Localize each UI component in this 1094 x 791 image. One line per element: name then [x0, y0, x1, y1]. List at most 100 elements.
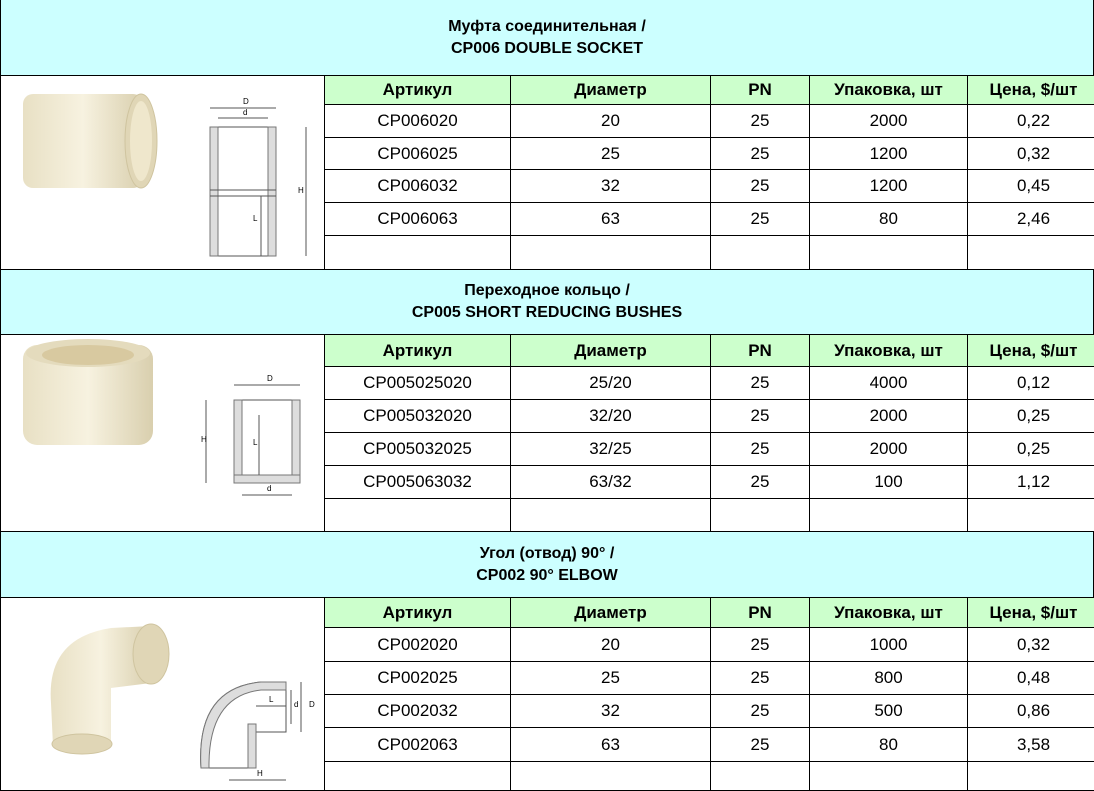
table-cell: 0,32	[968, 138, 1094, 170]
table-cell: 25	[711, 367, 810, 400]
column-header: Упаковка, шт	[810, 76, 968, 105]
table-cell: 25	[511, 662, 711, 695]
cell-text: 1000	[869, 634, 908, 654]
table-cell: 25	[711, 466, 810, 499]
cell-text: 0,32	[1016, 634, 1051, 654]
dimension-label: d	[267, 484, 271, 493]
cell-text: 0,25	[1016, 439, 1051, 458]
header-text: PN	[748, 80, 772, 99]
cell-text: 2000	[869, 111, 908, 130]
table-cell	[810, 499, 968, 532]
title-en: CP006 DOUBLE SOCKET	[450, 39, 644, 57]
cell-text: 25	[750, 634, 770, 654]
cell-text: 25	[750, 472, 770, 491]
column-header: Артикул	[325, 335, 511, 367]
cell-text: CP002020	[377, 634, 458, 654]
table-cell: 20	[511, 105, 711, 138]
table-cell: 32/20	[511, 400, 711, 433]
table-cell: 0,12	[968, 367, 1094, 400]
cell-text: 25	[750, 734, 770, 754]
table-cell: 32	[511, 170, 711, 203]
cell-text: CP006020	[377, 111, 458, 130]
table-cell: CP006063	[325, 203, 511, 236]
cell-text: 32	[601, 176, 620, 195]
table-cell: 80	[810, 203, 968, 236]
table-cell: CP005032025	[325, 433, 511, 466]
header-text: Цена, $/шт	[989, 340, 1078, 360]
cell-text: 63	[601, 209, 620, 228]
table-cell: 800	[810, 662, 968, 695]
table-cell: 2000	[810, 433, 968, 466]
column-header: Цена, $/шт	[968, 598, 1094, 628]
table-cell: 100	[810, 466, 968, 499]
table-cell: 32/25	[511, 433, 711, 466]
cell-text: 25/20	[589, 373, 632, 392]
header-text: PN	[748, 602, 772, 622]
table-cell: 1000	[810, 628, 968, 662]
cell-text: 3,58	[1016, 734, 1051, 754]
cell-text: 25	[750, 439, 770, 458]
column-header: Упаковка, шт	[810, 598, 968, 628]
table-cell: 80	[810, 728, 968, 762]
cell-text: CP005032025	[363, 439, 472, 458]
cell-text: 25	[750, 111, 770, 130]
dimension-label: D	[243, 97, 249, 106]
table-cell	[325, 236, 511, 270]
title-ru: Муфта соединительная /	[448, 17, 646, 35]
dimension-label: H	[201, 435, 207, 444]
table-cell: 0,25	[968, 433, 1094, 466]
product-drawing: Dd H L	[23, 93, 307, 257]
table-cell	[711, 499, 810, 532]
cell-text: CP005063032	[363, 472, 472, 491]
cell-text: 25	[750, 209, 770, 228]
cell-text: 32/25	[589, 439, 632, 458]
section-title: Переходное кольцо / CP005 SHORT REDUCING …	[0, 270, 1094, 335]
table-cell: CP006032	[325, 170, 511, 203]
table-cell: CP005032020	[325, 400, 511, 433]
table-cell: CP006020	[325, 105, 511, 138]
title-en: CP002 90° ELBOW	[476, 566, 618, 584]
dimension-label: H	[298, 186, 304, 195]
cell-text: CP002063	[377, 734, 458, 754]
cell-text: 25	[750, 143, 770, 163]
cell-text: 80	[879, 734, 898, 754]
column-header: Упаковка, шт	[810, 335, 968, 367]
header-text: Артикул	[382, 80, 453, 99]
table-cell: 2000	[810, 400, 968, 433]
table-cell: 3,58	[968, 728, 1094, 762]
table-cell: 25	[711, 433, 810, 466]
table-cell	[511, 499, 711, 532]
column-header: PN	[711, 598, 810, 628]
dimension-label: L	[253, 214, 258, 223]
cell-text: CP005025020	[363, 373, 472, 392]
table-cell: 0,22	[968, 105, 1094, 138]
table-cell: 25	[711, 138, 810, 170]
table-cell: 25/20	[511, 367, 711, 400]
table-cell: 2,46	[968, 203, 1094, 236]
cell-text: CP006032	[377, 176, 458, 195]
cell-text: 25	[750, 176, 770, 195]
column-header: Артикул	[325, 598, 511, 628]
section-title: Угол (отвод) 90° / CP002 90° ELBOW	[0, 532, 1094, 598]
table-cell: 25	[711, 728, 810, 762]
cell-text: 63/32	[589, 472, 632, 491]
header-text: Диаметр	[574, 602, 647, 622]
cell-text: 500	[874, 701, 903, 720]
cell-text: 1200	[869, 143, 908, 163]
dimension-label: L	[253, 438, 258, 447]
product-drawing: D H Ld	[23, 339, 301, 496]
table-cell: CP005025020	[325, 367, 511, 400]
table-cell: 1200	[810, 170, 968, 203]
column-header: Диаметр	[511, 335, 711, 367]
table-cell: 20	[511, 628, 711, 662]
cell-text: 32	[601, 701, 620, 720]
cell-text: 4000	[869, 373, 908, 392]
cell-text: 800	[874, 668, 903, 687]
table-cell: 25	[711, 628, 810, 662]
header-text: Упаковка, шт	[834, 80, 943, 99]
table-cell	[968, 499, 1094, 532]
cell-text: CP002032	[377, 701, 458, 720]
table-cell: 63/32	[511, 466, 711, 499]
table-cell: 500	[810, 695, 968, 728]
cell-text: 63	[601, 734, 620, 754]
